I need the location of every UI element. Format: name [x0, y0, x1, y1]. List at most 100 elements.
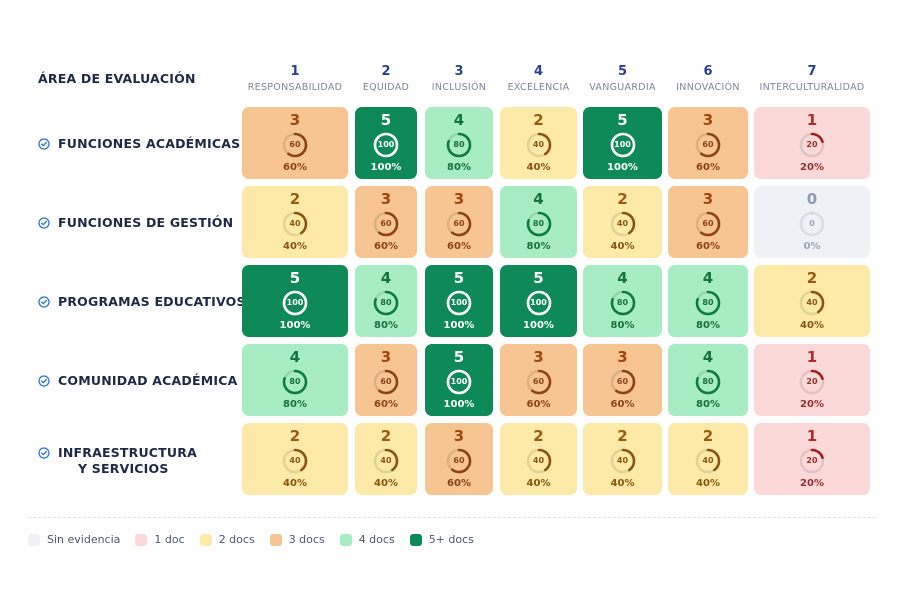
- score-cell[interactable]: 4 80 80%: [500, 186, 577, 258]
- legend: Sin evidencia 1 doc 2 docs 3 docs 4 docs…: [28, 533, 489, 546]
- score-cell[interactable]: 4 80 80%: [668, 265, 748, 337]
- ring-value: 40: [616, 219, 629, 228]
- percent-value: 20%: [800, 399, 824, 410]
- progress-ring: [695, 448, 721, 474]
- percent-value: 60%: [696, 241, 720, 252]
- percent-value: 60%: [374, 399, 398, 410]
- ring-value: 40: [532, 140, 545, 149]
- score-cell[interactable]: 3 60 60%: [355, 186, 417, 258]
- score-cell[interactable]: 1 20 20%: [754, 344, 870, 416]
- legend-item-5: 5+ docs: [409, 533, 474, 546]
- progress-ring: [526, 290, 551, 316]
- column-number: 3: [454, 64, 464, 79]
- score-value: 1: [806, 348, 818, 366]
- progress-ring: [446, 211, 472, 237]
- row-label: PROGRAMAS EDUCATIVOS: [38, 294, 246, 310]
- score-cell[interactable]: 2 40 40%: [583, 186, 662, 258]
- progress-ring: [373, 448, 399, 474]
- score-cell[interactable]: 3 60 60%: [668, 186, 748, 258]
- column-name: INNOVACIÓN: [676, 82, 740, 93]
- score-cell[interactable]: 5 100 100%: [425, 265, 493, 337]
- score-cell[interactable]: 3 60 60%: [500, 344, 577, 416]
- legend-swatch: [339, 533, 352, 546]
- score-cell[interactable]: 3 60 60%: [242, 107, 348, 179]
- progress-ring: [282, 290, 308, 316]
- ring-value: 40: [289, 219, 301, 228]
- ring-value: 100: [377, 140, 395, 149]
- ring-value: 40: [380, 456, 392, 465]
- percent-value: 100%: [607, 162, 638, 173]
- progress-ring: [799, 132, 825, 158]
- score-cell[interactable]: 5 100 100%: [355, 107, 417, 179]
- score-cell[interactable]: 2 40 40%: [500, 423, 577, 495]
- progress-ring: [526, 211, 551, 237]
- progress-ring: [526, 448, 551, 474]
- ring-value: 60: [532, 377, 545, 386]
- ring-value: 20: [806, 456, 818, 465]
- percent-value: 20%: [800, 478, 824, 489]
- score-cell[interactable]: 5 100 100%: [583, 107, 662, 179]
- score-cell[interactable]: 5 100 100%: [242, 265, 348, 337]
- legend-item-4: 4 docs: [339, 533, 395, 546]
- score-cell[interactable]: 4 80 80%: [668, 344, 748, 416]
- score-cell[interactable]: 2 40 40%: [242, 423, 348, 495]
- ring-value: 100: [450, 377, 468, 386]
- percent-value: 80%: [526, 241, 551, 252]
- progress-ring: [282, 211, 308, 237]
- ring-value: 80: [453, 140, 465, 149]
- percent-value: 100%: [443, 399, 475, 410]
- column-name: RESPONSABILIDAD: [247, 82, 343, 93]
- legend-swatch: [409, 533, 422, 546]
- progress-ring: [446, 290, 472, 316]
- percent-value: 100%: [279, 320, 311, 331]
- score-cell[interactable]: 3 60 60%: [583, 344, 662, 416]
- column-number: 5: [617, 64, 628, 79]
- score-cell[interactable]: 1 20 20%: [754, 423, 870, 495]
- score-cell[interactable]: 5 100 100%: [425, 344, 493, 416]
- column-name: EQUIDAD: [362, 82, 410, 93]
- score-cell[interactable]: 2 40 40%: [242, 186, 348, 258]
- progress-ring: [282, 448, 308, 474]
- score-cell[interactable]: 5 100 100%: [500, 265, 577, 337]
- legend-item-none: Sin evidencia: [28, 533, 120, 546]
- score-cell[interactable]: 2 40 40%: [668, 423, 748, 495]
- column-header-4: 4 EXCELENCIA: [500, 64, 577, 95]
- score-cell[interactable]: 4 80 80%: [242, 344, 348, 416]
- ring-value: 60: [453, 219, 465, 228]
- legend-swatch: [28, 533, 40, 546]
- progress-ring: [695, 369, 721, 395]
- progress-ring: [799, 211, 825, 237]
- score-value: 2: [617, 190, 628, 208]
- score-cell[interactable]: 3 60 60%: [668, 107, 748, 179]
- score-cell[interactable]: 2 40 40%: [583, 423, 662, 495]
- progress-ring: [695, 211, 721, 237]
- score-value: 5: [289, 269, 301, 287]
- score-value: 2: [289, 190, 301, 208]
- legend-swatch: [269, 533, 282, 546]
- progress-ring: [695, 132, 721, 158]
- ring-value: 60: [380, 219, 392, 228]
- score-cell[interactable]: 2 40 40%: [754, 265, 870, 337]
- score-value: 1: [806, 427, 818, 445]
- score-value: 2: [806, 269, 818, 287]
- percent-value: 80%: [374, 320, 398, 331]
- progress-ring: [446, 132, 472, 158]
- score-cell[interactable]: 0 0 0%: [754, 186, 870, 258]
- ring-value: 60: [616, 377, 629, 386]
- score-cell[interactable]: 3 60 60%: [425, 423, 493, 495]
- score-value: 3: [617, 348, 628, 366]
- percent-value: 0%: [803, 241, 821, 252]
- legend-swatch: [135, 533, 148, 546]
- score-cell[interactable]: 3 60 60%: [425, 186, 493, 258]
- score-cell[interactable]: 2 40 40%: [355, 423, 417, 495]
- ring-value: 60: [702, 219, 714, 228]
- score-value: 2: [533, 111, 544, 129]
- score-cell[interactable]: 1 20 20%: [754, 107, 870, 179]
- score-cell[interactable]: 4 80 80%: [583, 265, 662, 337]
- score-cell[interactable]: 4 80 80%: [425, 107, 493, 179]
- ring-value: 60: [702, 140, 714, 149]
- score-cell[interactable]: 4 80 80%: [355, 265, 417, 337]
- score-cell[interactable]: 3 60 60%: [355, 344, 417, 416]
- percent-value: 40%: [283, 478, 307, 489]
- score-cell[interactable]: 2 40 40%: [500, 107, 577, 179]
